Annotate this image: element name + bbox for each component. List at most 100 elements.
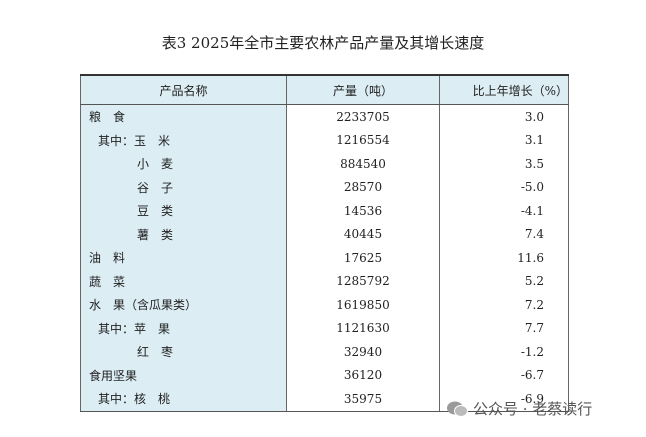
cell-text: 32940 bbox=[343, 344, 383, 359]
cell-text: 28570 bbox=[343, 180, 383, 195]
cell-text: 其中：苹 果 bbox=[98, 321, 171, 336]
table-cell: 884540 bbox=[286, 152, 440, 176]
table-cell: 3.1 bbox=[439, 128, 569, 152]
cell-text: 粮 食 bbox=[89, 110, 126, 125]
cell-text: 红 枣 bbox=[137, 345, 174, 360]
table-cell: 36120 bbox=[286, 363, 440, 387]
cell-text: 食用坚果 bbox=[89, 368, 138, 383]
column-header: 产品名称 bbox=[80, 74, 287, 105]
cell-text: 蔬 菜 bbox=[89, 274, 126, 289]
table-cell: -5.0 bbox=[439, 175, 569, 199]
table-cell: 40445 bbox=[286, 222, 440, 246]
cell-text: 其中：玉 米 bbox=[98, 133, 171, 148]
cell-text: 其中：核 桃 bbox=[98, 392, 171, 407]
table-cell: 豆 类 bbox=[80, 199, 287, 223]
cell-text: 11.6 bbox=[517, 250, 544, 265]
table-cell: 1216554 bbox=[286, 128, 440, 152]
cell-text: 豆 类 bbox=[137, 204, 174, 219]
table-cell: 7.7 bbox=[439, 316, 569, 340]
table-cell: 1285792 bbox=[286, 269, 440, 293]
table-row: 小 麦 884540 3.5 bbox=[80, 152, 569, 176]
table: 产品名称 产量（吨） 比上年增长（%） 粮 食 2233705 3.0 其中：玉 米 121… bbox=[80, 74, 569, 412]
cell-text: 14536 bbox=[343, 203, 383, 218]
cell-text: 谷 子 bbox=[137, 180, 174, 195]
table-cell: 17625 bbox=[286, 246, 440, 270]
cell-text: 油 料 bbox=[89, 251, 126, 266]
table-row: 豆 类 14536 -4.1 bbox=[80, 199, 569, 223]
watermark-text: 公众号 · 老蔡读行 bbox=[473, 400, 593, 418]
cell-text: 36120 bbox=[343, 368, 383, 383]
cell-text: 1121630 bbox=[336, 321, 390, 336]
table-cell: 其中：玉 米 bbox=[80, 128, 287, 152]
cell-text: 1285792 bbox=[336, 274, 390, 289]
table-row: 其中：苹 果 1121630 7.7 bbox=[80, 316, 569, 340]
cell-text: 35975 bbox=[343, 391, 383, 406]
table-cell: 其中：苹 果 bbox=[80, 316, 287, 340]
table-cell: 水 果（含瓜果类） bbox=[80, 293, 287, 317]
table-cell: 1121630 bbox=[286, 316, 440, 340]
cell-text: 1619850 bbox=[336, 297, 390, 312]
table-row: 谷 子 28570 -5.0 bbox=[80, 175, 569, 199]
cell-text: 3.0 bbox=[524, 109, 544, 124]
column-header: 比上年增长（%） bbox=[439, 74, 569, 105]
table-cell: 3.0 bbox=[439, 104, 569, 129]
cell-text: 薯 类 bbox=[137, 227, 174, 242]
cell-text: -6.9 bbox=[520, 391, 544, 406]
table-cell: 7.2 bbox=[439, 293, 569, 317]
column-header: 产量（吨） bbox=[286, 74, 440, 105]
table-cell: 食用坚果 bbox=[80, 363, 287, 387]
cell-text: 3.1 bbox=[524, 133, 544, 148]
cell-text: 小 麦 bbox=[137, 157, 174, 172]
table-row: 其中：核 桃 35975 -6.9 bbox=[80, 387, 569, 412]
table-cell: 5.2 bbox=[439, 269, 569, 293]
table-row: 油 料 17625 11.6 bbox=[80, 246, 569, 270]
cell-text: 884540 bbox=[340, 156, 386, 171]
header-row: 产品名称 产量（吨） 比上年增长（%） bbox=[80, 74, 569, 105]
cell-text: 5.2 bbox=[524, 274, 544, 289]
cell-text: 1216554 bbox=[336, 133, 390, 148]
table-cell: -1.2 bbox=[439, 340, 569, 364]
table-cell: 35975 bbox=[286, 387, 440, 412]
table-row: 其中：玉 米 1216554 3.1 bbox=[80, 128, 569, 152]
table-cell: 谷 子 bbox=[80, 175, 287, 199]
table-cell: 薯 类 bbox=[80, 222, 287, 246]
table-body: 粮 食 2233705 3.0 其中：玉 米 1216554 3.1 小 麦 884540 3.… bbox=[80, 104, 569, 412]
cell-text: 40445 bbox=[343, 227, 383, 242]
table-cell: -6.7 bbox=[439, 363, 569, 387]
title: 表3 2025年全市主要农林产品产量及其增长速度 bbox=[161, 34, 485, 52]
table-row: 水 果（含瓜果类） 1619850 7.2 bbox=[80, 293, 569, 317]
table-cell: 蔬 菜 bbox=[80, 269, 287, 293]
table-row: 薯 类 40445 7.4 bbox=[80, 222, 569, 246]
table-row: 蔬 菜 1285792 5.2 bbox=[80, 269, 569, 293]
table-cell: 28570 bbox=[286, 175, 440, 199]
table-row: 粮 食 2233705 3.0 bbox=[80, 104, 569, 129]
table-cell: 32940 bbox=[286, 340, 440, 364]
cell-text: 7.2 bbox=[524, 297, 544, 312]
table-cell: 7.4 bbox=[439, 222, 569, 246]
cell-text: -5.0 bbox=[520, 180, 544, 195]
table-cell: 粮 食 bbox=[80, 104, 287, 129]
cell-text: -4.1 bbox=[520, 203, 544, 218]
wechat-icon bbox=[447, 401, 468, 417]
table-cell: 小 麦 bbox=[80, 152, 287, 176]
cell-text: 3.5 bbox=[524, 156, 544, 171]
table-cell: 2233705 bbox=[286, 104, 440, 129]
table-cell: 14536 bbox=[286, 199, 440, 223]
cell-text: -6.7 bbox=[520, 368, 544, 383]
watermark: 公众号 · 老蔡读行 bbox=[446, 398, 592, 419]
table-cell: 11.6 bbox=[439, 246, 569, 270]
table-cell: -4.1 bbox=[439, 199, 569, 223]
cell-text: 17625 bbox=[343, 250, 383, 265]
table-cell: 油 料 bbox=[80, 246, 287, 270]
table-cell: 红 枣 bbox=[80, 340, 287, 364]
table-row: 红 枣 32940 -1.2 bbox=[80, 340, 569, 364]
table-cell: 3.5 bbox=[439, 152, 569, 176]
cell-text: 7.7 bbox=[524, 321, 544, 336]
table-row: 食用坚果 36120 -6.7 bbox=[80, 363, 569, 387]
table-cell: 1619850 bbox=[286, 293, 440, 317]
cell-text: 2233705 bbox=[336, 109, 390, 124]
cell-text: 水 果（含瓜果类） bbox=[89, 298, 198, 313]
table-cell: 其中：核 桃 bbox=[80, 387, 287, 412]
cell-text: -1.2 bbox=[520, 344, 544, 359]
